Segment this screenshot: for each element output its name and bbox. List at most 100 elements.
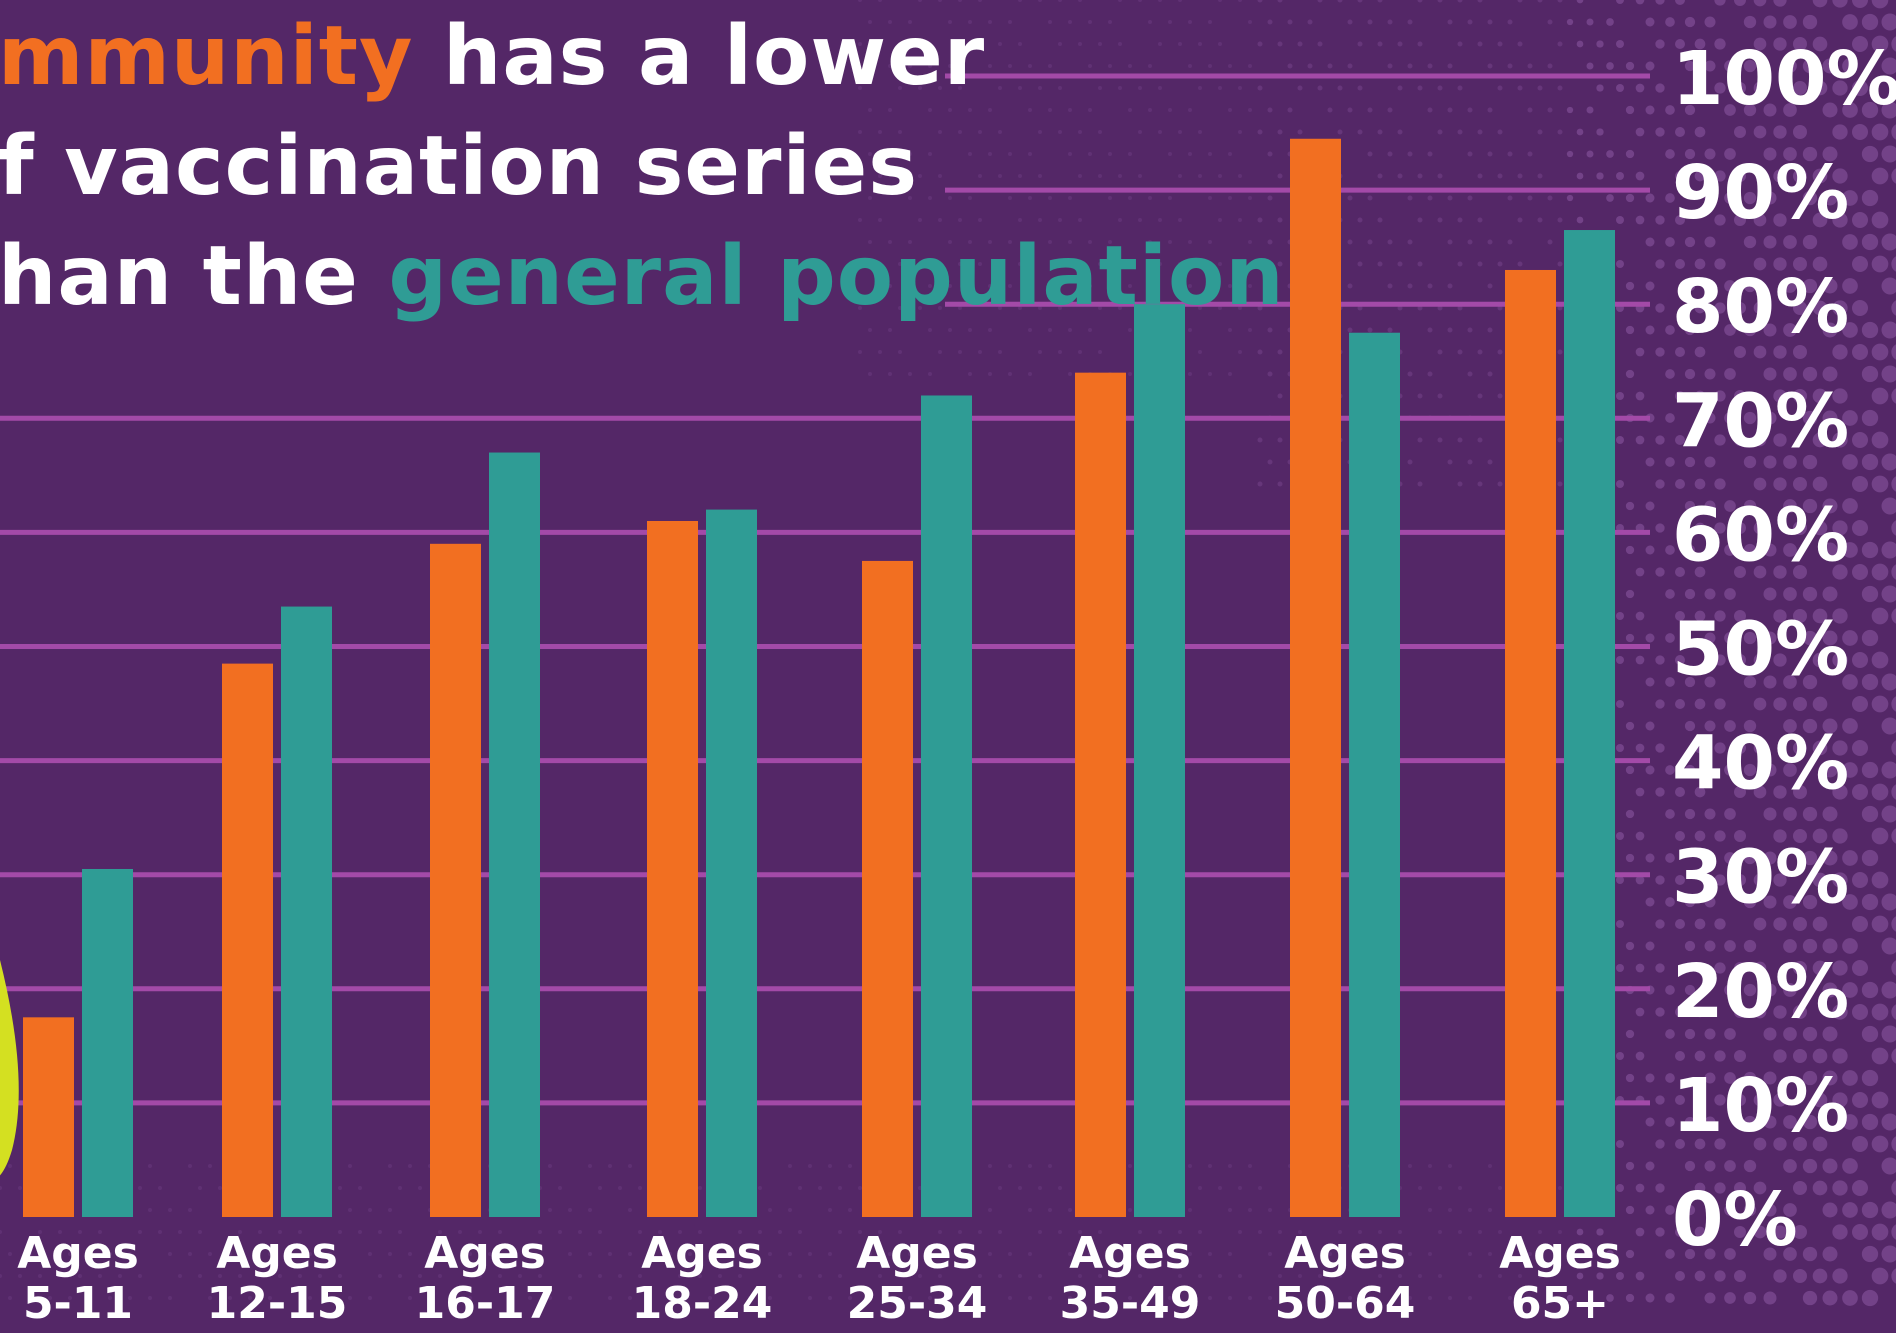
background-dot bbox=[888, 240, 892, 244]
background-dot bbox=[1417, 481, 1423, 487]
background-dot bbox=[818, 1274, 822, 1278]
background-dot bbox=[1018, 218, 1022, 222]
background-dot bbox=[1743, 631, 1757, 645]
background-dot bbox=[498, 1230, 502, 1234]
background-dot bbox=[968, 240, 972, 244]
background-dot bbox=[1158, 262, 1162, 266]
background-dot bbox=[1704, 852, 1716, 864]
background-dot bbox=[1812, 168, 1828, 184]
background-dot bbox=[1753, 257, 1767, 271]
background-dot bbox=[1842, 542, 1858, 558]
background-dot bbox=[1088, 284, 1092, 288]
background-dot bbox=[1714, 478, 1726, 490]
background-dot bbox=[1428, 1252, 1432, 1256]
background-dot bbox=[1058, 1230, 1062, 1234]
background-dot bbox=[1487, 63, 1493, 69]
background-dot bbox=[1753, 785, 1767, 799]
background-dot bbox=[1448, 1296, 1452, 1300]
background-dot bbox=[1408, 1252, 1412, 1256]
background-dot bbox=[1477, 41, 1483, 47]
background-dot bbox=[1068, 240, 1072, 244]
title-highlight-community: mmunity bbox=[0, 9, 414, 104]
background-dot bbox=[1753, 961, 1767, 975]
x-category-label: Ages bbox=[1284, 1228, 1406, 1279]
background-dot bbox=[678, 1230, 682, 1234]
background-dot bbox=[1367, 151, 1373, 157]
background-dot bbox=[1802, 630, 1818, 646]
background-dot bbox=[1397, 261, 1403, 267]
background-dot bbox=[1743, 1291, 1757, 1305]
bar-community bbox=[430, 543, 481, 1217]
background-dot bbox=[1714, 258, 1726, 270]
background-dot bbox=[1891, 740, 1896, 756]
bar-community bbox=[1290, 138, 1341, 1217]
background-dot bbox=[1108, 1296, 1112, 1300]
background-dot bbox=[938, 1230, 942, 1234]
background-dot bbox=[1852, 1092, 1868, 1108]
background-dot bbox=[1248, 64, 1252, 68]
bar-general-population bbox=[1134, 304, 1185, 1217]
background-dot bbox=[1507, 195, 1513, 201]
background-dot bbox=[1208, 372, 1212, 376]
background-dot bbox=[1704, 588, 1716, 600]
background-dot bbox=[238, 1274, 242, 1278]
background-dot bbox=[988, 1164, 992, 1168]
background-dot bbox=[1665, 677, 1675, 687]
background-dot bbox=[1078, 174, 1082, 178]
background-dot bbox=[1447, 63, 1453, 69]
background-dot bbox=[1891, 960, 1896, 976]
background-dot bbox=[958, 0, 962, 2]
background-dot bbox=[1188, 1252, 1192, 1256]
background-dot bbox=[1198, 174, 1202, 178]
background-dot bbox=[1625, 149, 1635, 159]
background-dot bbox=[1616, 40, 1624, 48]
background-dot bbox=[1238, 1230, 1242, 1234]
background-dot bbox=[1665, 1073, 1675, 1083]
background-dot bbox=[1891, 168, 1896, 184]
background-dot bbox=[968, 328, 972, 332]
background-dot bbox=[1208, 1252, 1212, 1256]
background-dot bbox=[858, 0, 862, 2]
background-dot bbox=[1724, 720, 1736, 732]
background-dot bbox=[1881, 1113, 1896, 1131]
background-dot bbox=[1387, 327, 1393, 333]
background-dot bbox=[1743, 1159, 1757, 1173]
background-dot bbox=[1178, 218, 1182, 222]
background-dot bbox=[1038, 1186, 1042, 1190]
background-dot bbox=[298, 1274, 302, 1278]
background-dot bbox=[1058, 306, 1062, 310]
vaccine-drop-decoration bbox=[0, 960, 19, 1176]
background-dot bbox=[1763, 323, 1777, 337]
background-dot bbox=[1852, 124, 1868, 140]
background-dot bbox=[428, 1252, 432, 1256]
background-dot bbox=[1665, 633, 1675, 643]
background-dot bbox=[1812, 652, 1828, 668]
background-dot bbox=[1606, 62, 1614, 70]
background-dot bbox=[1793, 169, 1807, 183]
background-dot bbox=[1497, 349, 1503, 355]
background-dot bbox=[1783, 587, 1797, 601]
background-dot bbox=[908, 284, 912, 288]
background-dot bbox=[1557, 437, 1563, 443]
background-dot bbox=[1881, 717, 1896, 735]
background-dot bbox=[1665, 105, 1675, 115]
background-dot bbox=[1724, 1072, 1736, 1084]
background-dot bbox=[1408, 1296, 1412, 1300]
background-dot bbox=[1812, 740, 1828, 756]
background-dot bbox=[1753, 565, 1767, 579]
background-dot bbox=[868, 1252, 872, 1256]
background-dot bbox=[1714, 302, 1726, 314]
background-dot bbox=[1684, 16, 1696, 28]
background-dot bbox=[1822, 278, 1838, 294]
background-dot bbox=[1557, 0, 1563, 3]
background-dot bbox=[1088, 152, 1092, 156]
background-dot bbox=[1871, 1003, 1889, 1021]
background-dot bbox=[1684, 1204, 1696, 1216]
background-dot bbox=[1704, 500, 1716, 512]
background-dot bbox=[1694, 918, 1706, 930]
background-dot bbox=[1038, 130, 1042, 134]
background-dot bbox=[228, 1296, 232, 1300]
background-dot bbox=[918, 306, 922, 310]
background-dot bbox=[1098, 350, 1102, 354]
bar-general-population bbox=[1349, 332, 1400, 1218]
